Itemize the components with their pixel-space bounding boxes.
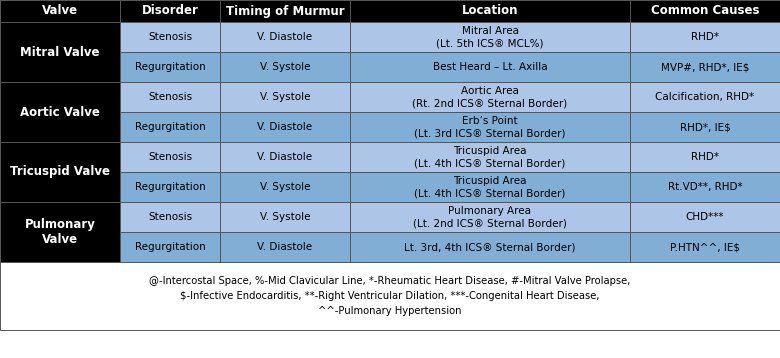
Text: Stenosis: Stenosis bbox=[148, 212, 192, 222]
Bar bbox=[120, 52, 220, 82]
Text: Tricuspid Valve: Tricuspid Valve bbox=[10, 165, 110, 179]
Bar bbox=[350, 142, 630, 172]
Text: RHD*, IE$: RHD*, IE$ bbox=[679, 122, 730, 132]
Bar bbox=[630, 0, 780, 22]
Bar bbox=[120, 22, 220, 52]
Bar bbox=[0, 22, 120, 82]
Bar bbox=[630, 142, 780, 172]
Bar bbox=[120, 172, 220, 202]
Bar bbox=[350, 22, 630, 52]
Text: Stenosis: Stenosis bbox=[148, 32, 192, 42]
Bar bbox=[120, 142, 220, 172]
Bar bbox=[630, 172, 780, 202]
Bar bbox=[0, 202, 120, 262]
Bar bbox=[220, 142, 350, 172]
Bar bbox=[220, 82, 350, 112]
Text: Aortic Area
(Rt. 2nd ICS® Sternal Border): Aortic Area (Rt. 2nd ICS® Sternal Border… bbox=[413, 86, 568, 108]
Bar bbox=[0, 82, 120, 142]
Text: Tricuspid Area
(Lt. 4th ICS® Sternal Border): Tricuspid Area (Lt. 4th ICS® Sternal Bor… bbox=[414, 176, 566, 198]
Text: Regurgitation: Regurgitation bbox=[135, 62, 205, 72]
Bar bbox=[350, 202, 630, 232]
Bar bbox=[630, 82, 780, 112]
Bar bbox=[220, 202, 350, 232]
Bar bbox=[120, 0, 220, 22]
Text: P.HTN^^, IE$: P.HTN^^, IE$ bbox=[670, 242, 740, 252]
Text: Best Heard – Lt. Axilla: Best Heard – Lt. Axilla bbox=[433, 62, 548, 72]
Bar bbox=[350, 82, 630, 112]
Text: Mitral Valve: Mitral Valve bbox=[20, 45, 100, 58]
Text: V. Systole: V. Systole bbox=[260, 182, 310, 192]
Bar bbox=[220, 52, 350, 82]
Text: Disorder: Disorder bbox=[141, 5, 198, 18]
Text: V. Diastole: V. Diastole bbox=[257, 32, 313, 42]
Bar bbox=[630, 112, 780, 142]
Text: MVP#, RHD*, IE$: MVP#, RHD*, IE$ bbox=[661, 62, 749, 72]
Text: Regurgitation: Regurgitation bbox=[135, 182, 205, 192]
Text: Location: Location bbox=[462, 5, 518, 18]
Text: V. Systole: V. Systole bbox=[260, 212, 310, 222]
Text: Valve: Valve bbox=[42, 5, 78, 18]
Text: Common Causes: Common Causes bbox=[651, 5, 759, 18]
Bar bbox=[220, 172, 350, 202]
Text: V. Systole: V. Systole bbox=[260, 92, 310, 102]
Bar bbox=[630, 202, 780, 232]
Bar bbox=[350, 232, 630, 262]
Bar bbox=[120, 202, 220, 232]
Bar bbox=[220, 0, 350, 22]
Text: RHD*: RHD* bbox=[691, 152, 719, 162]
Text: V. Diastole: V. Diastole bbox=[257, 122, 313, 132]
Bar bbox=[220, 22, 350, 52]
Text: Mitral Area
(Lt. 5th ICS® MCL%): Mitral Area (Lt. 5th ICS® MCL%) bbox=[436, 26, 544, 48]
Text: V. Systole: V. Systole bbox=[260, 62, 310, 72]
Bar bbox=[350, 52, 630, 82]
Bar bbox=[0, 0, 120, 22]
Text: V. Diastole: V. Diastole bbox=[257, 152, 313, 162]
Bar bbox=[220, 232, 350, 262]
Text: CHD***: CHD*** bbox=[686, 212, 725, 222]
Bar bbox=[630, 52, 780, 82]
Text: Regurgitation: Regurgitation bbox=[135, 242, 205, 252]
Text: Tricuspid Area
(Lt. 4th ICS® Sternal Border): Tricuspid Area (Lt. 4th ICS® Sternal Bor… bbox=[414, 146, 566, 168]
Text: Pulmonary
Valve: Pulmonary Valve bbox=[24, 218, 95, 246]
Text: @-Intercostal Space, %-Mid Clavicular Line, *-Rheumatic Heart Disease, #-Mitral : @-Intercostal Space, %-Mid Clavicular Li… bbox=[149, 276, 631, 316]
Text: RHD*: RHD* bbox=[691, 32, 719, 42]
Text: Lt. 3rd, 4th ICS® Sternal Border): Lt. 3rd, 4th ICS® Sternal Border) bbox=[404, 242, 576, 252]
Bar bbox=[120, 232, 220, 262]
Text: Stenosis: Stenosis bbox=[148, 152, 192, 162]
Bar bbox=[120, 112, 220, 142]
Bar bbox=[0, 142, 120, 202]
Text: Pulmonary Area
(Lt. 2nd ICS® Sternal Border): Pulmonary Area (Lt. 2nd ICS® Sternal Bor… bbox=[413, 206, 567, 228]
Bar bbox=[350, 0, 630, 22]
Bar bbox=[0, 262, 780, 330]
Bar bbox=[120, 82, 220, 112]
Bar bbox=[630, 22, 780, 52]
Bar bbox=[630, 232, 780, 262]
Text: Timing of Murmur: Timing of Murmur bbox=[225, 5, 344, 18]
Text: Rt.VD**, RHD*: Rt.VD**, RHD* bbox=[668, 182, 743, 192]
Bar bbox=[350, 172, 630, 202]
Bar bbox=[220, 112, 350, 142]
Text: Erb’s Point
(Lt. 3rd ICS® Sternal Border): Erb’s Point (Lt. 3rd ICS® Sternal Border… bbox=[414, 116, 566, 138]
Text: Calcification, RHD*: Calcification, RHD* bbox=[655, 92, 754, 102]
Text: Aortic Valve: Aortic Valve bbox=[20, 106, 100, 118]
Text: V. Diastole: V. Diastole bbox=[257, 242, 313, 252]
Text: Stenosis: Stenosis bbox=[148, 92, 192, 102]
Text: Regurgitation: Regurgitation bbox=[135, 122, 205, 132]
Bar bbox=[350, 112, 630, 142]
